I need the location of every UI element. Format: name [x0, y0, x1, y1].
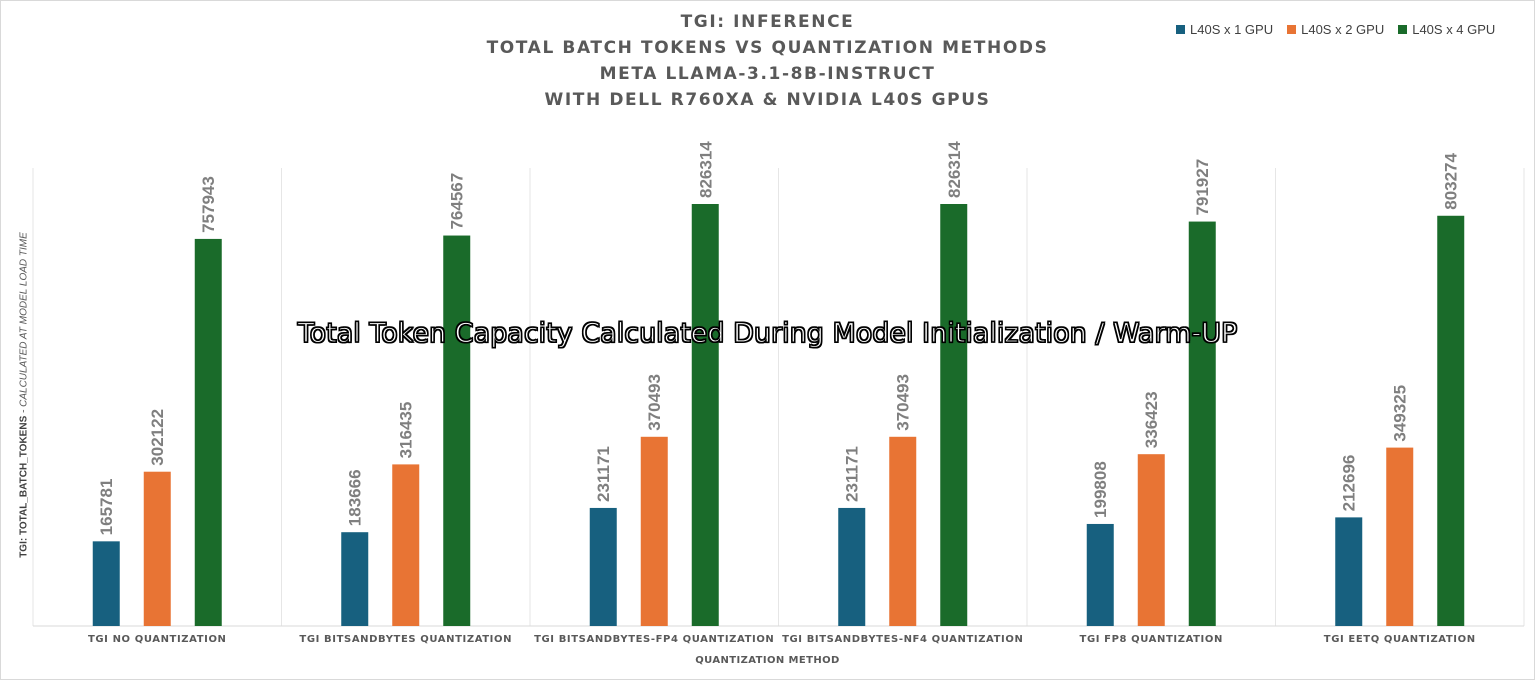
data-label-3-6: 803274	[1442, 152, 1461, 209]
data-label-3-2: 764567	[448, 173, 467, 230]
data-label-2-5: 336423	[1142, 391, 1161, 448]
legend-label-2gpu: L40S x 2 GPU	[1301, 22, 1385, 37]
bar-3-2	[443, 235, 471, 626]
bar-3-6	[1437, 215, 1465, 626]
category-label-2: TGI BITSANDBYTES QUANTIZATION	[299, 634, 512, 645]
category-label-6: TGI EETQ QUANTIZATION	[1324, 634, 1476, 645]
legend-item-4gpu: L40S x 4 GPU	[1398, 22, 1495, 37]
data-label-3-5: 791927	[1193, 159, 1212, 216]
chart-title-line-4: WITH DELL R760XA & NVIDIA L40S GPUS	[544, 90, 991, 110]
data-label-1-1: 165781	[97, 479, 116, 536]
bar-3-4	[940, 204, 968, 626]
category-label-3: TGI BITSANDBYTES-FP4 QUANTIZATION	[534, 634, 774, 645]
data-label-2-2: 316435	[397, 402, 416, 459]
bar-1-3	[589, 507, 617, 626]
data-label-2-1: 302122	[148, 409, 167, 466]
bar-2-5	[1137, 454, 1165, 626]
legend-swatch-1gpu	[1176, 25, 1185, 34]
bar-2-2	[392, 464, 420, 626]
data-label-1-5: 199808	[1091, 461, 1110, 518]
legend-swatch-4gpu	[1398, 25, 1408, 34]
bar-3-1	[194, 238, 222, 627]
data-label-3-3: 826314	[696, 141, 715, 198]
legend-label-1gpu: L40S x 1 GPU	[1190, 22, 1274, 37]
data-label-1-6: 212696	[1340, 455, 1359, 512]
bar-1-6	[1335, 517, 1363, 626]
chart-title-line-3: META LLAMA-3.1-8B-INSTRUCT	[599, 64, 936, 84]
legend-swatch-2gpu	[1287, 25, 1297, 34]
data-label-3-1: 757943	[199, 176, 218, 233]
bar-2-4	[889, 436, 917, 626]
category-label-1: TGI NO QUANTIZATION	[88, 634, 227, 645]
data-label-3-4: 826314	[945, 141, 964, 198]
data-label-2-3: 370493	[645, 374, 664, 431]
legend-item-2gpu: L40S x 2 GPU	[1287, 22, 1384, 37]
bar-1-2	[341, 532, 369, 626]
legend-item-1gpu: L40S x 1 GPU	[1176, 22, 1273, 37]
legend-label-4gpu: L40S x 4 GPU	[1412, 22, 1496, 37]
bar-3-3	[691, 204, 719, 626]
bar-2-1	[143, 471, 171, 626]
x-axis-label: QUANTIZATION METHOD	[695, 655, 840, 666]
data-label-2-4: 370493	[894, 374, 913, 431]
bar-1-5	[1086, 523, 1114, 626]
data-label-1-2: 183666	[346, 469, 365, 526]
category-label-4: TGI BITSANDBYTES-NF4 QUANTIZATION	[782, 634, 1023, 645]
bar-2-3	[640, 436, 668, 626]
bar-1-4	[838, 507, 866, 626]
data-label-1-4: 231171	[843, 446, 862, 502]
bar-3-5	[1188, 221, 1216, 626]
chart-legend: L40S x 1 GPU L40S x 2 GPU L40S x 4 GPU	[1176, 22, 1495, 37]
overlay-caption: Total Token Capacity Calculated During M…	[297, 317, 1238, 349]
data-label-2-6: 349325	[1391, 385, 1410, 442]
bar-2-6	[1386, 447, 1414, 626]
bar-1-1	[92, 541, 120, 626]
chart-title-line-2: TOTAL BATCH TOKENS VS QUANTIZATION METHO…	[486, 38, 1049, 58]
category-label-5: TGI FP8 QUANTIZATION	[1080, 634, 1223, 645]
data-label-1-3: 231171	[594, 446, 613, 502]
chart-title-line-1: TGI: INFERENCE	[680, 12, 855, 32]
